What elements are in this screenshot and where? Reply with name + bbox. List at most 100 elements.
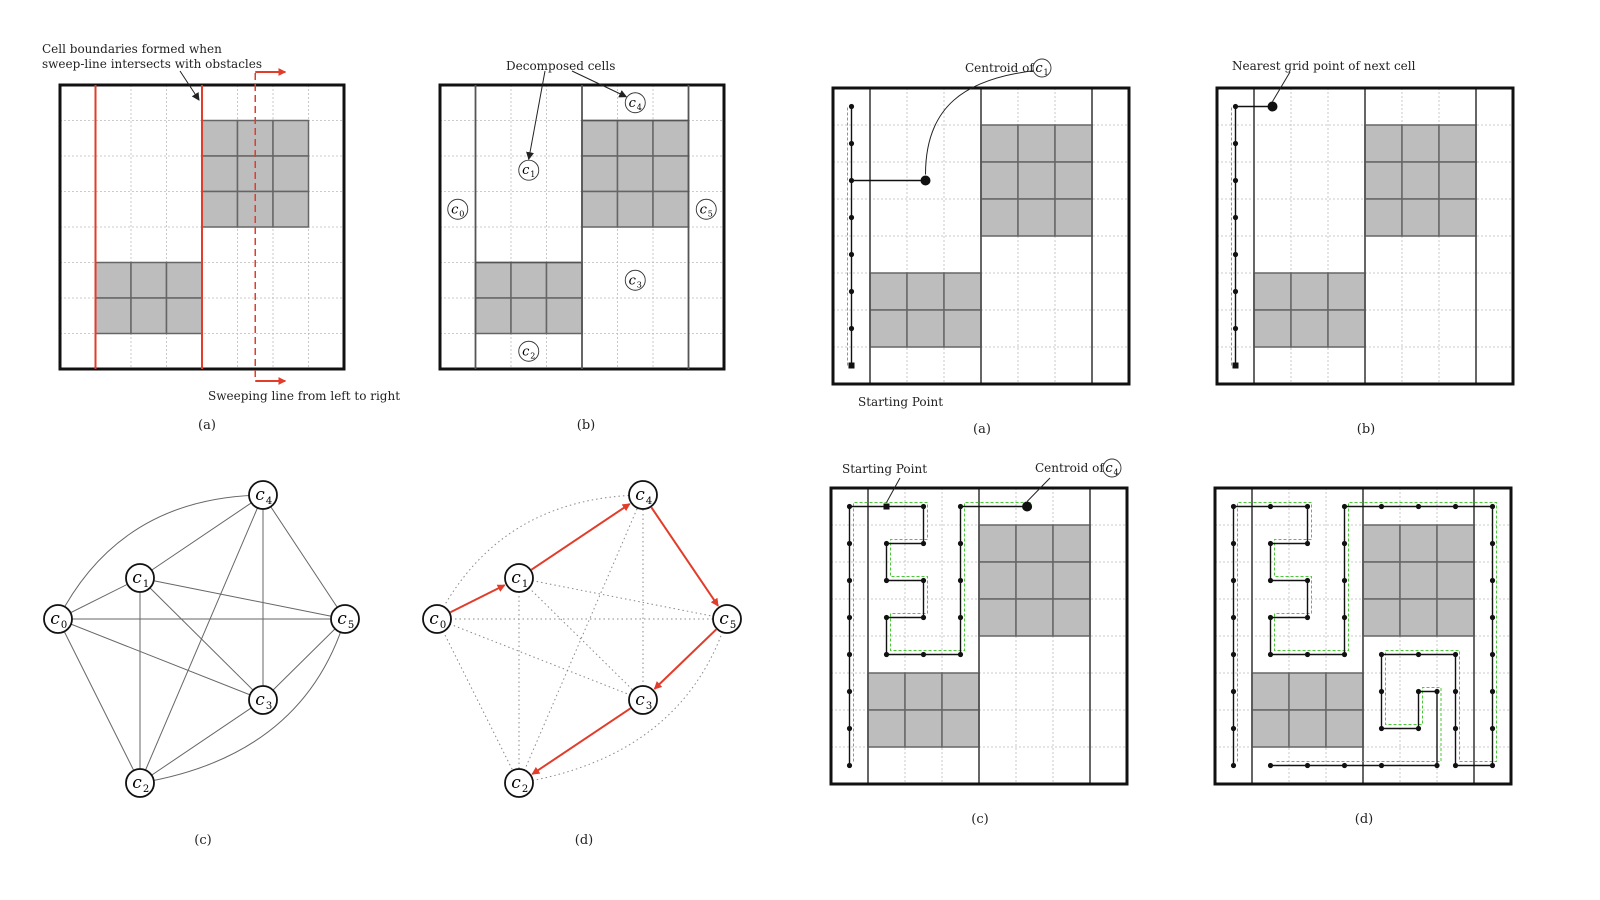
waypoint: [1489, 651, 1496, 658]
obstacle-cell: [1017, 124, 1056, 163]
annotation-pointer-start: [886, 477, 901, 503]
robot-path: [848, 505, 1028, 766]
obstacle-cell: [980, 161, 1019, 200]
obstacle-cell: [1364, 198, 1403, 237]
waypoint: [883, 614, 890, 621]
obstacle-cell: [1325, 709, 1364, 748]
waypoint: [1434, 688, 1440, 695]
waypoint: [1341, 503, 1348, 510]
obstacle: [94, 261, 203, 335]
rd-border: [1213, 486, 1513, 786]
waypoint: [957, 577, 964, 584]
graph-node-circle: [43, 604, 73, 634]
graph-node-letter: c: [132, 568, 142, 588]
obstacle-cell: [1438, 161, 1477, 200]
obstacle-cell: [1399, 561, 1438, 600]
waypoint: [1434, 762, 1440, 769]
tour-edge-c3-c2: [531, 707, 632, 775]
waypoint: [920, 540, 927, 547]
obstacle-cell: [1399, 524, 1438, 563]
caption-right-c: (c): [971, 812, 989, 827]
graph-node-letter: c: [50, 609, 60, 629]
graph-node-circle: [422, 604, 452, 634]
graph-node-subscript: 5: [730, 620, 736, 631]
waypoint: [883, 651, 890, 658]
graph-node-circle: [248, 480, 278, 510]
centroid-marker: [920, 175, 931, 186]
graph-node-subscript: 4: [266, 496, 272, 507]
waypoint: [1230, 762, 1237, 769]
waypoint: [1341, 577, 1348, 584]
obstacle-cell: [904, 709, 943, 748]
waypoint: [1341, 651, 1348, 658]
waypoint: [846, 688, 853, 695]
graph-edge-c0-c1: [57, 577, 141, 620]
nearest-point-marker: [1267, 101, 1278, 112]
waypoint: [846, 651, 853, 658]
start-marker: [1232, 362, 1239, 369]
graph-node-subscript: 3: [266, 701, 272, 712]
obstacle-cell: [1364, 124, 1403, 163]
obstacle-cell: [906, 309, 945, 348]
waypoint: [1230, 651, 1237, 658]
cell-label-circle: [695, 198, 717, 220]
graph-edge-c2-c4: [518, 494, 644, 784]
obstacle-cell: [1327, 309, 1366, 348]
obstacle-cell: [474, 261, 512, 299]
obstacle-cell: [869, 272, 908, 311]
obstacle-cell: [904, 672, 943, 711]
obstacle-cell: [1052, 598, 1091, 637]
obstacle-cell: [616, 119, 654, 157]
obstacle-cell: [616, 190, 654, 228]
caption-right-d: (d): [1354, 812, 1374, 827]
waypoint: [1267, 540, 1274, 547]
waypoint: [1267, 577, 1274, 584]
annotation-pointer: [179, 70, 200, 101]
obstacle-cell: [1325, 672, 1364, 711]
waypoint: [1415, 725, 1422, 732]
graph-edge-c2-c3: [139, 699, 264, 784]
obstacle-cell: [1327, 272, 1366, 311]
obstacle-cell: [1364, 161, 1403, 200]
graph-node-circle: [712, 604, 742, 634]
cell-label-circle: [624, 269, 646, 291]
obstacle-cell: [1362, 598, 1401, 637]
waypoint: [1378, 503, 1385, 510]
waypoint: [848, 140, 855, 147]
waypoint: [1232, 251, 1239, 258]
waypoint: [920, 614, 927, 621]
waypoint: [1489, 762, 1496, 769]
graph-node-letter: c: [719, 609, 729, 629]
obstacle-cell: [869, 309, 908, 348]
caption-left-b: (b): [576, 418, 596, 433]
graph-edge-c0-c2: [57, 618, 141, 784]
tour-edge-c4-c5: [650, 506, 719, 607]
waypoint: [1304, 503, 1311, 510]
waypoint: [1232, 288, 1239, 295]
start-marker: [883, 503, 890, 510]
graph-node-circle: [330, 604, 360, 634]
graph-edge-c1-c3: [518, 577, 644, 701]
graph-node-letter: c: [511, 568, 521, 588]
waypoint: [1232, 325, 1239, 332]
annotation-pointer: [1026, 477, 1051, 502]
waypoint: [1267, 614, 1274, 621]
annotation-sweeping-line: Sweeping line from left to right: [208, 389, 401, 403]
panel-full-coverage: [1213, 486, 1513, 786]
obstacle-cell: [581, 155, 619, 193]
obstacle-cell: [1401, 124, 1440, 163]
obstacle-cell: [272, 190, 310, 228]
waypoint: [1415, 651, 1422, 658]
obstacle-cell: [978, 561, 1017, 600]
waypoint: [1452, 503, 1459, 510]
obstacle-cell: [1290, 309, 1329, 348]
obstacle-cell: [1436, 561, 1475, 600]
